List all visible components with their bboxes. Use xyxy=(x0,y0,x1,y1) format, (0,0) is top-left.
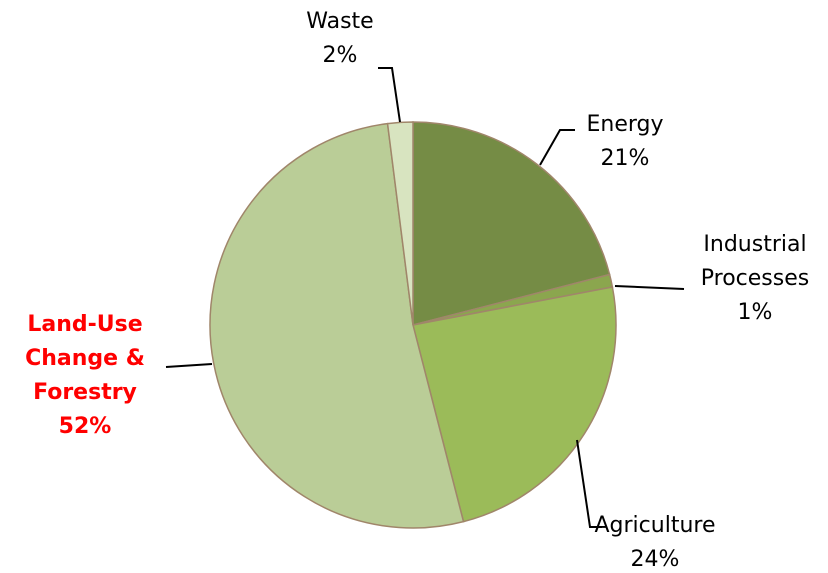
pie-slice xyxy=(412,121,611,326)
leader-lines xyxy=(165,67,685,528)
value-label: 21% xyxy=(600,146,650,171)
slice-label: Industrial Processes 1% xyxy=(680,228,828,330)
value-label: 52% xyxy=(58,414,112,439)
value-label: 1% xyxy=(737,300,773,325)
pie-slice xyxy=(412,286,617,523)
value-label: 2% xyxy=(322,43,358,68)
slice-label: Land-Use Change & Forestry 52% xyxy=(0,308,170,444)
slice-label: Energy 21% xyxy=(560,108,690,176)
pie-slice xyxy=(386,121,414,326)
slice-label: Waste 2% xyxy=(280,5,400,73)
slices xyxy=(209,121,617,529)
leader-line xyxy=(539,129,575,166)
category-name: Industrial Processes xyxy=(700,232,810,291)
value-label: 24% xyxy=(630,547,680,572)
leader-line xyxy=(165,363,213,368)
slice-label: Agriculture 24% xyxy=(580,509,730,573)
category-name: Waste xyxy=(306,9,374,34)
category-name: Agriculture xyxy=(594,513,716,538)
category-name: Land-Use Change & Forestry xyxy=(25,312,145,405)
leader-line xyxy=(614,285,685,290)
leader-line xyxy=(576,439,602,528)
category-name: Energy xyxy=(586,112,664,137)
leader-line xyxy=(378,67,401,123)
